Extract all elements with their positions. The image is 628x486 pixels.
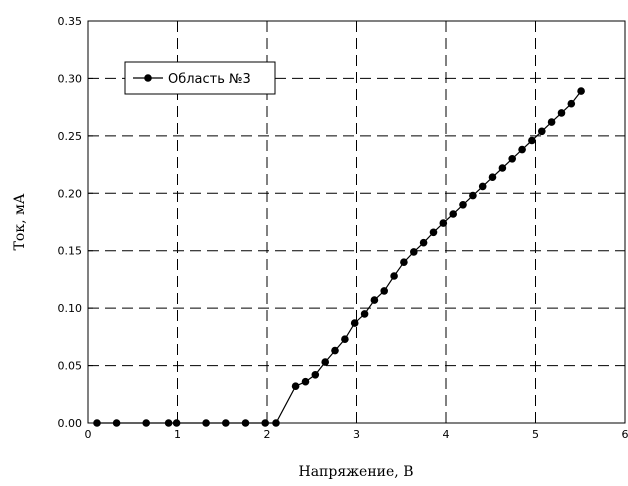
x-tick-label: 2 <box>264 428 271 441</box>
data-point <box>311 371 320 379</box>
data-point <box>380 287 389 295</box>
x-axis-title: Напряжение, В <box>299 464 414 480</box>
data-point <box>360 310 369 318</box>
plot-border <box>87 20 626 424</box>
data-point <box>478 182 487 191</box>
legend-marker <box>144 74 152 82</box>
data-point <box>350 319 359 327</box>
y-tick-label: 0.25 <box>58 130 83 143</box>
data-point <box>469 191 477 200</box>
data-point <box>449 210 458 218</box>
legend: Область №3 <box>124 61 276 95</box>
y-tick-label: 0.20 <box>58 187 83 200</box>
data-point <box>400 258 408 267</box>
data-point <box>518 145 526 154</box>
data-point <box>331 346 339 355</box>
legend-label: Область №3 <box>168 72 251 87</box>
data-point <box>341 335 349 344</box>
y-tick-label: 0.05 <box>58 360 83 373</box>
axis-ticks: 0 1 2 3 4 5 6 0.00 0.05 0.10 0.15 0.20 0.25 0.30 0.35 <box>58 15 628 441</box>
x-tick-label: 0 <box>85 428 92 441</box>
data-point <box>547 118 556 126</box>
data-point <box>528 136 536 145</box>
data-point <box>390 272 398 280</box>
x-tick-label: 3 <box>353 428 360 441</box>
x-tick-label: 6 <box>622 428 628 441</box>
y-tick-label: 0.10 <box>58 302 83 315</box>
data-point <box>429 228 438 237</box>
y-axis-title: Ток, мА <box>12 193 28 250</box>
x-tick-label: 1 <box>174 428 181 441</box>
data-point <box>321 358 330 366</box>
y-tick-label: 0.00 <box>58 417 83 430</box>
y-tick-label: 0.30 <box>58 72 83 85</box>
data-point <box>370 296 379 304</box>
data-point <box>291 382 300 391</box>
data-point <box>488 173 497 181</box>
data-point <box>508 155 516 163</box>
data-point <box>498 164 507 172</box>
x-tick-label: 4 <box>443 428 450 441</box>
y-tick-label: 0.15 <box>58 245 83 258</box>
data-point <box>567 99 576 108</box>
data-point <box>410 248 418 256</box>
data-point <box>538 127 546 136</box>
data-point <box>439 219 448 227</box>
data-point <box>301 377 310 386</box>
x-tick-label: 5 <box>532 428 539 441</box>
data-point <box>557 109 566 117</box>
data-point <box>459 201 467 209</box>
data-point <box>577 87 585 95</box>
y-tick-label: 0.35 <box>58 15 83 28</box>
data-point <box>419 238 428 247</box>
